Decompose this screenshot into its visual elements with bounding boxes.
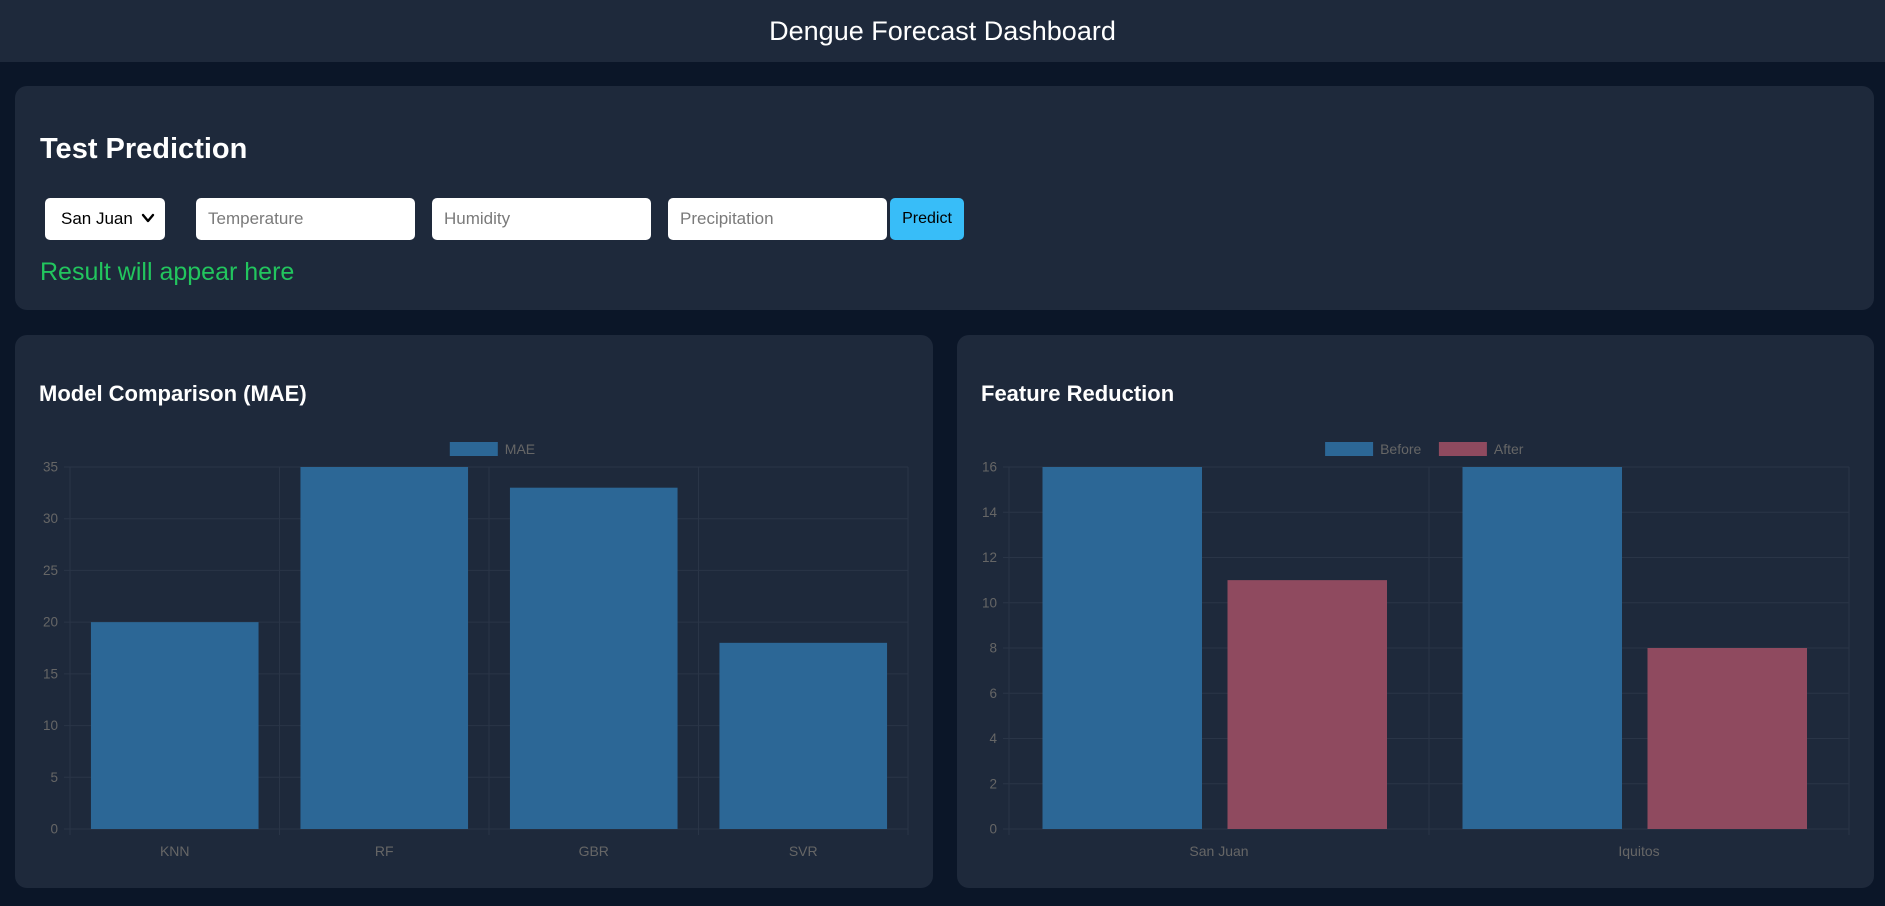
legend-swatch	[1325, 442, 1374, 456]
temperature-input[interactable]	[196, 198, 415, 240]
y-tick-label: 12	[982, 550, 997, 565]
legend-label: MAE	[505, 441, 535, 457]
bar-after	[1227, 580, 1387, 829]
bar-mae	[509, 487, 678, 829]
city-select-value: San Juan	[61, 209, 133, 228]
model-comparison-panel: Model Comparison (MAE) 0 5 10 15 20 25 30 35 KNN…	[15, 335, 933, 888]
test-prediction-panel: Test Prediction San Juan Predict Result …	[15, 86, 1874, 310]
y-tick-label: 10	[43, 718, 58, 733]
predict-button[interactable]: Predict	[890, 198, 964, 240]
feature-reduction-chart: 0 2 4 6 8 10 12 14 16 San Juan Iquitos Before After	[982, 441, 1850, 859]
city-select[interactable]: San Juan	[45, 198, 165, 240]
x-tick-label: RF	[375, 843, 394, 859]
y-tick-label: 20	[43, 615, 58, 630]
y-tick-label: 10	[982, 595, 997, 610]
y-tick-label: 14	[982, 505, 998, 520]
y-tick-label: 4	[989, 731, 997, 746]
bar-mae	[300, 467, 469, 829]
y-tick-label: 25	[43, 563, 58, 578]
y-tick-label: 6	[989, 686, 997, 701]
y-tick-label: 8	[989, 641, 997, 656]
bar-mae	[719, 642, 888, 829]
legend-label: Before	[1380, 441, 1421, 457]
y-tick-label: 0	[989, 822, 997, 837]
legend-swatch	[1438, 442, 1487, 456]
chart-title: Model Comparison (MAE)	[39, 381, 307, 406]
chevron-down-icon	[141, 213, 155, 223]
legend-label: After	[1494, 441, 1524, 457]
y-tick-label: 35	[43, 460, 58, 475]
x-tick-label: San Juan	[1189, 843, 1248, 859]
precipitation-input[interactable]	[668, 198, 887, 240]
y-tick-label: 15	[43, 666, 58, 681]
bar-after	[1647, 648, 1807, 829]
chart-title: Feature Reduction	[981, 381, 1175, 406]
x-tick-label: GBR	[579, 843, 609, 859]
y-tick-label: 5	[50, 770, 58, 785]
model-comparison-chart: 0 5 10 15 20 25 30 35 KNN RF GBR SVR MAE	[43, 441, 909, 859]
prediction-title: Test Prediction	[40, 133, 248, 165]
x-tick-label: KNN	[160, 843, 190, 859]
bar-mae	[90, 622, 259, 829]
y-tick-label: 16	[982, 460, 997, 475]
app-header: Dengue Forecast Dashboard	[0, 0, 1885, 62]
bar-before	[1462, 467, 1622, 829]
result-text: Result will appear here	[40, 258, 295, 286]
bar-before	[1042, 467, 1202, 829]
y-tick-label: 2	[989, 776, 997, 791]
legend-swatch	[449, 442, 498, 456]
x-tick-label: Iquitos	[1618, 843, 1659, 859]
humidity-input[interactable]	[432, 198, 651, 240]
feature-reduction-panel: Feature Reduction 0 2 4 6 8 10 12 14 16 San Juan I…	[957, 335, 1874, 888]
app-title: Dengue Forecast Dashboard	[769, 15, 1116, 46]
x-tick-label: SVR	[789, 843, 818, 859]
y-tick-label: 0	[50, 822, 58, 837]
y-tick-label: 30	[43, 511, 58, 526]
